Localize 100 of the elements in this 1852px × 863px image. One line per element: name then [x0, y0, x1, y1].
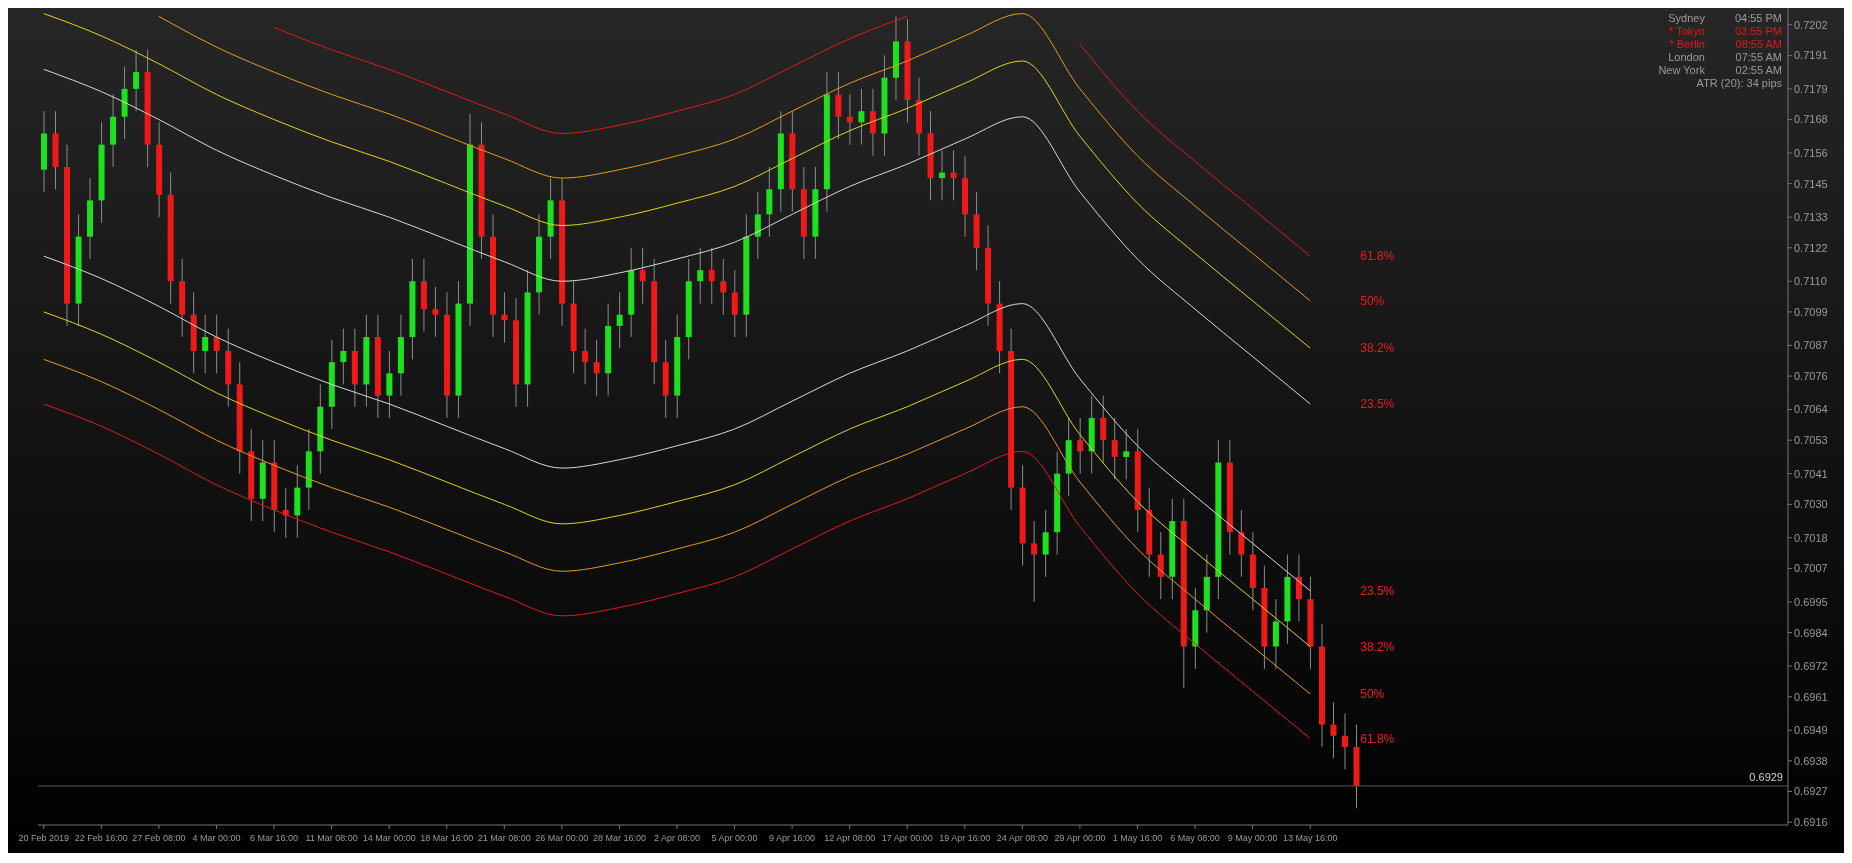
y-tick-label: 0.6995	[1794, 595, 1828, 608]
candlestick	[1341, 712, 1348, 770]
x-tick-label: 5 Apr 00:00	[711, 833, 758, 843]
x-tick-label: 26 Mar 00:00	[535, 833, 589, 843]
annotation: 07:55 AM	[1734, 51, 1782, 63]
candlestick	[708, 247, 715, 305]
candlestick	[754, 191, 761, 260]
candlestick	[202, 314, 209, 374]
x-tick-label: 20 Feb 2019	[18, 833, 70, 843]
candlestick	[386, 350, 393, 419]
candlestick	[1031, 520, 1038, 603]
y-tick-label: 0.7202	[1794, 18, 1828, 31]
candlestick	[639, 247, 646, 305]
x-tick-label: 9 May 00:00	[1227, 833, 1278, 843]
x-tick-label: 18 Mar 16:00	[420, 833, 474, 843]
y-tick-label: 0.7030	[1794, 498, 1828, 511]
y-tick-label: 0.6927	[1794, 785, 1828, 798]
y-tick-label: 0.6984	[1794, 626, 1828, 639]
candlestick	[950, 149, 957, 201]
line-series	[43, 311, 1311, 648]
annotation: 04:55 PM	[1734, 12, 1782, 24]
x-tick-label: 4 Mar 00:00	[192, 833, 241, 843]
y-tick-label: 0.7087	[1794, 339, 1828, 352]
annotation: ATR (20): 34 pips	[1695, 77, 1782, 89]
annotation: 38.2%	[1360, 639, 1395, 654]
candlestick	[835, 71, 842, 140]
candlestick	[1111, 417, 1118, 480]
y-tick-label: 0.7007	[1794, 562, 1828, 575]
candlestick	[1100, 395, 1107, 464]
line-series	[43, 13, 1311, 349]
y-tick-label: 0.7168	[1794, 113, 1828, 126]
x-tick-label: 6 May 08:00	[1170, 833, 1220, 843]
line-series	[43, 68, 1311, 405]
annotation: 23.5%	[1360, 584, 1395, 599]
annotation: 38.2%	[1360, 341, 1395, 356]
annotation: London	[1667, 51, 1705, 63]
y-tick-label: 0.7133	[1794, 211, 1828, 224]
line-series	[158, 13, 1311, 302]
y-tick-label: 0.7122	[1794, 241, 1828, 254]
x-tick-label: 28 Mar 16:00	[592, 833, 646, 843]
x-tick-label: 17 Apr 00:00	[881, 833, 933, 843]
x-tick-label: 2 Apr 08:00	[653, 833, 700, 843]
y-tick-label: 0.6938	[1794, 754, 1828, 767]
candlestick	[1330, 701, 1337, 759]
x-tick-label: 19 Apr 16:00	[939, 833, 991, 843]
x-tick-label: 27 Feb 08:00	[132, 833, 186, 843]
x-tick-label: 29 Apr 00:00	[1054, 833, 1106, 843]
candlestick	[697, 247, 704, 305]
candlestick	[720, 258, 727, 316]
y-tick-label: 0.7145	[1794, 177, 1828, 190]
annotation: * Tokyo	[1668, 25, 1705, 37]
y-tick-label: 0.6916	[1794, 816, 1828, 829]
candlestick	[582, 328, 589, 385]
annotation: 50%	[1360, 687, 1385, 702]
annotation: * Berlin	[1668, 38, 1705, 50]
annotation: New York	[1658, 64, 1705, 76]
x-tick-label: 21 Mar 08:00	[477, 833, 531, 843]
y-tick-label: 0.7018	[1794, 531, 1828, 544]
annotation: 61.8%	[1360, 249, 1395, 264]
x-tick-label: 12 Apr 08:00	[824, 833, 876, 843]
candlestick	[1123, 428, 1130, 480]
x-tick-label: 24 Apr 08:00	[996, 833, 1048, 843]
x-tick-label: 6 Mar 16:00	[250, 833, 299, 843]
candlestick	[616, 291, 623, 349]
y-tick-label: 0.6972	[1794, 659, 1828, 672]
candlestick	[213, 314, 220, 374]
y-tick-label: 0.7179	[1794, 82, 1828, 95]
candlestick	[1042, 509, 1049, 578]
y-tick-label: 0.7064	[1794, 403, 1828, 416]
line-series	[43, 358, 1311, 695]
x-tick-label: 14 Mar 00:00	[362, 833, 416, 843]
y-tick-label: 0.7110	[1794, 275, 1827, 288]
annotation: Sydney	[1667, 12, 1705, 24]
candlestick	[1157, 531, 1164, 600]
candlestick	[869, 88, 876, 157]
y-tick-label: 0.7191	[1794, 49, 1828, 62]
candlestick	[501, 291, 508, 344]
candlestick	[1077, 417, 1084, 475]
candlestick	[593, 339, 600, 397]
x-tick-label: 9 Apr 16:00	[769, 833, 816, 843]
x-tick-label: 13 May 16:00	[1282, 833, 1338, 843]
y-tick-label: 0.6949	[1794, 724, 1828, 737]
annotation: 50%	[1360, 294, 1385, 309]
x-tick-label: 1 May 16:00	[1112, 833, 1163, 843]
candlestick	[340, 328, 347, 385]
candlestick	[1238, 509, 1245, 578]
y-tick-label: 0.7053	[1794, 434, 1828, 447]
line-series	[43, 255, 1311, 592]
candlestick	[846, 93, 853, 146]
annotation: 61.8%	[1360, 731, 1395, 746]
y-tick-label: 0.7041	[1794, 467, 1828, 480]
annotation: 23.5%	[1360, 397, 1395, 412]
annotation: 02:55 AM	[1734, 64, 1782, 76]
y-tick-label: 0.7099	[1794, 305, 1828, 318]
candlestick	[731, 269, 738, 338]
x-tick-label: 11 Mar 08:00	[305, 833, 358, 843]
candlestick	[1295, 554, 1302, 622]
candlestick	[432, 286, 439, 338]
candlestick	[939, 149, 946, 201]
ref-line-label: 0.6929	[1749, 770, 1783, 783]
